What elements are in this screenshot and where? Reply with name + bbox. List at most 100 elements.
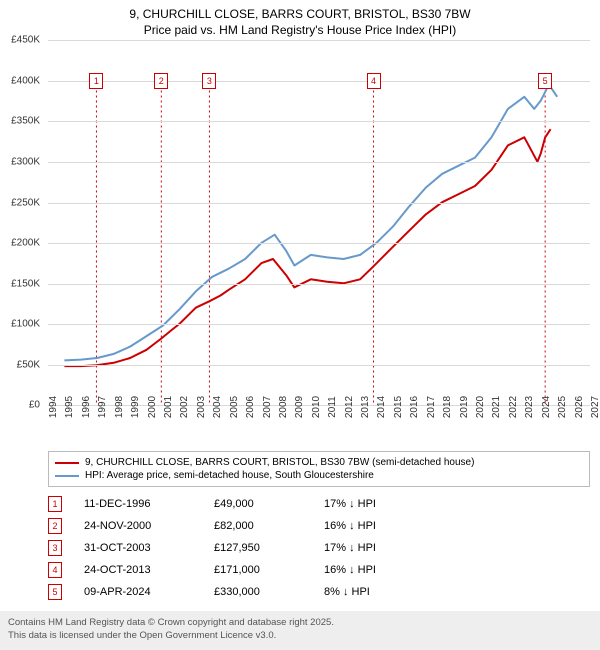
x-tick-label: 2004 (212, 396, 223, 418)
sales-table: 111-DEC-1996£49,00017% ↓ HPI224-NOV-2000… (48, 493, 590, 603)
x-tick-label: 1994 (48, 396, 59, 418)
x-tick-label: 2020 (475, 396, 486, 418)
x-tick-label: 2014 (376, 396, 387, 418)
row-marker: 4 (48, 562, 62, 578)
chart-marker: 4 (367, 73, 381, 89)
legend-swatch (55, 462, 79, 464)
title-line-1: 9, CHURCHILL CLOSE, BARRS COURT, BRISTOL… (10, 6, 590, 22)
x-tick-label: 1999 (130, 396, 141, 418)
table-row: 509-APR-2024£330,0008% ↓ HPI (48, 581, 590, 603)
grid-line (48, 40, 590, 41)
chart-marker: 3 (202, 73, 216, 89)
row-date: 24-OCT-2013 (84, 564, 214, 576)
y-tick-label: £200K (11, 238, 40, 249)
footer-attribution: Contains HM Land Registry data © Crown c… (0, 611, 600, 650)
row-date: 09-APR-2024 (84, 586, 214, 598)
x-tick-label: 2010 (311, 396, 322, 418)
row-pct: 16% ↓ HPI (324, 564, 424, 576)
legend-label: HPI: Average price, semi-detached house,… (85, 470, 374, 481)
series-price_paid (64, 130, 550, 367)
grid-line (48, 162, 590, 163)
row-price: £127,950 (214, 542, 324, 554)
row-price: £171,000 (214, 564, 324, 576)
row-date: 24-NOV-2000 (84, 520, 214, 532)
legend-item: 9, CHURCHILL CLOSE, BARRS COURT, BRISTOL… (55, 456, 583, 469)
grid-line (48, 365, 590, 366)
plot: 1 2 3 4 5 (48, 40, 590, 405)
grid-line (48, 324, 590, 325)
x-tick-label: 2005 (229, 396, 240, 418)
x-tick-label: 2025 (557, 396, 568, 418)
x-tick-label: 1998 (114, 396, 125, 418)
y-tick-label: £250K (11, 197, 40, 208)
x-tick-label: 2021 (491, 396, 502, 418)
x-tick-label: 1997 (97, 396, 108, 418)
footer-line-2: This data is licensed under the Open Gov… (8, 630, 592, 642)
grid-line (48, 284, 590, 285)
x-tick-label: 2012 (344, 396, 355, 418)
x-tick-label: 1995 (64, 396, 75, 418)
y-tick-label: £100K (11, 319, 40, 330)
row-marker: 2 (48, 518, 62, 534)
chart-marker: 2 (154, 73, 168, 89)
x-tick-label: 2013 (360, 396, 371, 418)
table-row: 2 24-NOV-2000£82,00016% ↓ HPI (48, 515, 590, 537)
series-hpi (64, 85, 557, 361)
x-axis: 1994199519961997199819992000200120022003… (48, 405, 590, 447)
row-pct: 17% ↓ HPI (324, 542, 424, 554)
footer-line-1: Contains HM Land Registry data © Crown c… (8, 617, 592, 629)
grid-line (48, 243, 590, 244)
y-tick-label: £150K (11, 278, 40, 289)
row-pct: 16% ↓ HPI (324, 520, 424, 532)
grid-line (48, 81, 590, 82)
row-date: 31-OCT-2003 (84, 542, 214, 554)
title-line-2: Price paid vs. HM Land Registry's House … (10, 22, 590, 38)
table-row: 1 11-DEC-1996£49,00017% ↓ HPI (48, 493, 590, 515)
row-marker: 5 (48, 584, 62, 600)
x-tick-label: 2009 (294, 396, 305, 418)
x-tick-label: 2019 (459, 396, 470, 418)
legend-item: HPI: Average price, semi-detached house,… (55, 469, 583, 482)
table-row: 4 24-OCT-2013£171,00016% ↓ HPI (48, 559, 590, 581)
plot-area: £0£50K£100K£150K£200K£250K£300K£350K£400… (48, 40, 590, 405)
line-layer (48, 40, 590, 405)
chart-marker: 1 (89, 73, 103, 89)
y-tick-label: £50K (17, 359, 40, 370)
row-date: 11-DEC-1996 (84, 498, 214, 510)
y-tick-label: £350K (11, 116, 40, 127)
x-tick-label: 2008 (278, 396, 289, 418)
x-tick-label: 2026 (574, 396, 585, 418)
x-tick-label: 2015 (393, 396, 404, 418)
x-tick-label: 2011 (327, 397, 338, 419)
row-pct: 8% ↓ HPI (324, 586, 424, 598)
row-marker: 3 (48, 540, 62, 556)
row-marker: 1 (48, 496, 62, 512)
table-row: 3 31-OCT-2003£127,95017% ↓ HPI (48, 537, 590, 559)
grid-line (48, 203, 590, 204)
grid-line (48, 121, 590, 122)
chart-container: 9, CHURCHILL CLOSE, BARRS COURT, BRISTOL… (0, 0, 600, 650)
x-tick-label: 2002 (179, 396, 190, 418)
x-tick-label: 2016 (409, 396, 420, 418)
x-tick-label: 2027 (590, 396, 600, 418)
y-tick-label: £300K (11, 157, 40, 168)
x-tick-label: 1996 (81, 396, 92, 418)
legend: 9, CHURCHILL CLOSE, BARRS COURT, BRISTOL… (48, 451, 590, 487)
x-tick-label: 2017 (426, 396, 437, 418)
row-pct: 17% ↓ HPI (324, 498, 424, 510)
y-tick-label: £0 (29, 400, 40, 411)
chart-marker: 5 (538, 73, 552, 89)
chart-title: 9, CHURCHILL CLOSE, BARRS COURT, BRISTOL… (0, 0, 600, 40)
row-price: £49,000 (214, 498, 324, 510)
x-tick-label: 2022 (508, 396, 519, 418)
x-tick-label: 2024 (541, 396, 552, 418)
x-tick-label: 2007 (262, 396, 273, 418)
x-tick-label: 2000 (147, 396, 158, 418)
x-tick-label: 2003 (196, 396, 207, 418)
x-tick-label: 2018 (442, 396, 453, 418)
x-tick-label: 2023 (524, 396, 535, 418)
row-price: £82,000 (214, 520, 324, 532)
y-axis: £0£50K£100K£150K£200K£250K£300K£350K£400… (0, 40, 44, 405)
x-tick-label: 2001 (163, 396, 174, 418)
legend-label: 9, CHURCHILL CLOSE, BARRS COURT, BRISTOL… (85, 457, 474, 468)
